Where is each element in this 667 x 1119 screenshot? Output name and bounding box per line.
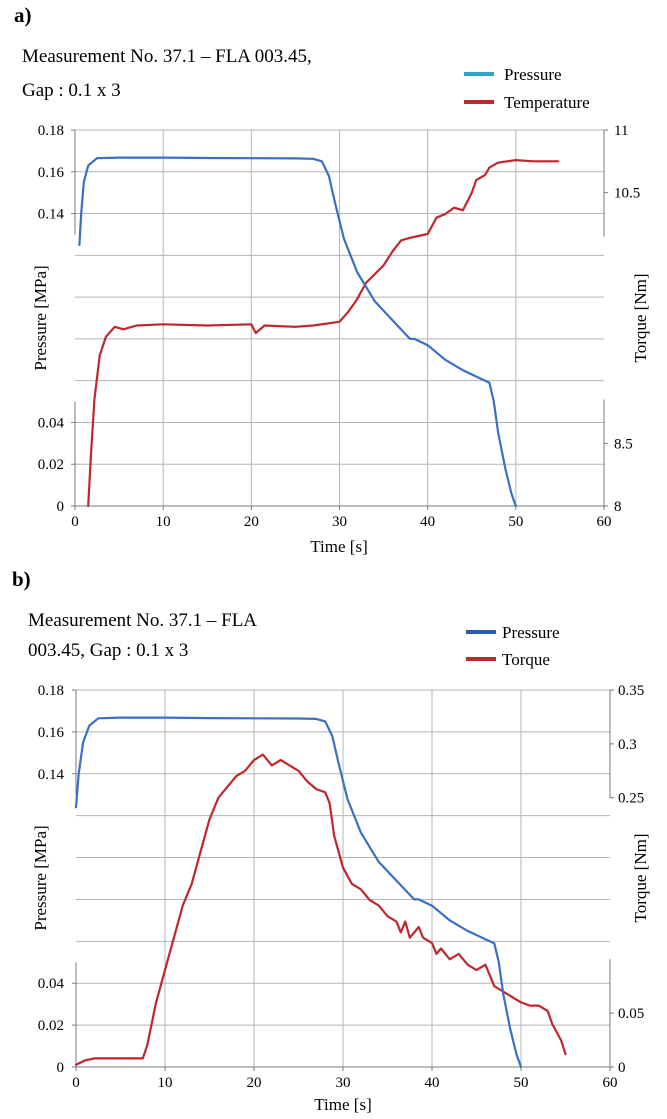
legend-label-pressure: Pressure <box>502 623 560 642</box>
chart-b: b) Measurement No. 37.1 – FLA 003.45, Gap … <box>12 567 650 1114</box>
x-tick-label: 50 <box>508 514 523 530</box>
y-left-tick-label: 0.04 <box>38 976 65 992</box>
y-left-tick-label: 0.16 <box>38 165 65 181</box>
y-left-axis-title: Pressure [MPa] <box>31 265 50 370</box>
x-tick-label: 30 <box>332 514 347 530</box>
x-tick-label: 30 <box>336 1075 351 1091</box>
y-left-tick-label: 0.16 <box>38 725 65 741</box>
x-tick-label: 10 <box>156 514 171 530</box>
y-right-axis-title: Torque [Nm] <box>631 834 650 923</box>
y-left-tick-label: 0.14 <box>38 207 65 223</box>
y-right-tick-label: 10.5 <box>614 186 640 202</box>
x-tick-label: 20 <box>247 1075 262 1091</box>
y-right-tick-label: 0.05 <box>618 1006 644 1022</box>
x-tick-label: 0 <box>72 1075 80 1091</box>
y-right-tick-label: 11 <box>614 123 628 139</box>
x-tick-label: 20 <box>244 514 259 530</box>
legend-label-pressure: Pressure <box>504 65 562 84</box>
chart-title-line-1: Measurement No. 37.1 – FLA 003.45, <box>22 46 312 67</box>
x-axis-title: Time [s] <box>310 537 367 556</box>
y-right-tick-label: 0.25 <box>618 791 644 807</box>
y-right-tick-label: 0.35 <box>618 683 644 699</box>
chart-a: a) Measurement No. 37.1 – FLA 003.45, Gap … <box>14 3 650 556</box>
series-line-pressure <box>78 156 517 508</box>
series-line-torque <box>74 753 567 1066</box>
x-tick-label: 10 <box>158 1075 173 1091</box>
y-left-tick-label: 0 <box>57 499 65 515</box>
y-right-tick-label: 8 <box>614 499 622 515</box>
y-left-tick-label: 0.04 <box>38 415 65 431</box>
y-right-axis-title: Torque [Nm] <box>631 274 650 363</box>
y-left-axis-title: Pressure [MPa] <box>31 825 50 930</box>
y-right-tick-label: 0 <box>618 1060 626 1076</box>
y-left-tick-label: 0.18 <box>38 683 64 699</box>
y-left-tick-label: 0.02 <box>38 457 64 473</box>
legend-label-temperature: Temperature <box>504 93 590 112</box>
y-left-tick-label: 0 <box>57 1060 65 1076</box>
y-left-tick-label: 0.02 <box>38 1018 64 1034</box>
x-tick-label: 60 <box>597 514 612 530</box>
chart-title-line-2: 003.45, Gap : 0.1 x 3 <box>28 640 188 661</box>
x-tick-label: 0 <box>71 514 79 530</box>
x-tick-label: 60 <box>603 1075 618 1091</box>
x-tick-label: 50 <box>514 1075 529 1091</box>
x-axis-title: Time [s] <box>314 1095 371 1114</box>
panel-label: b) <box>12 567 31 591</box>
chart-title-line-2: Gap : 0.1 x 3 <box>22 80 121 101</box>
series-line-temperature <box>87 159 560 508</box>
y-right-tick-label: 8.5 <box>614 436 633 452</box>
x-tick-label: 40 <box>425 1075 440 1091</box>
series-line-pressure <box>74 716 523 1069</box>
chart-title-line-1: Measurement No. 37.1 – FLA <box>28 610 257 631</box>
panel-label: a) <box>14 3 32 27</box>
y-left-tick-label: 0.18 <box>38 123 64 139</box>
y-right-tick-label: 0.3 <box>618 737 637 753</box>
y-left-tick-label: 0.14 <box>38 767 65 783</box>
legend-label-torque: Torque <box>502 650 550 669</box>
x-tick-label: 40 <box>420 514 435 530</box>
